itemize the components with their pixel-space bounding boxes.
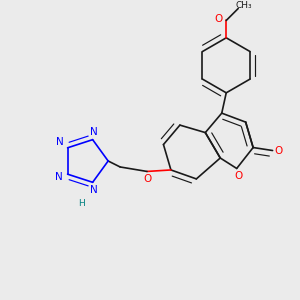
Text: N: N	[56, 137, 64, 147]
Text: O: O	[214, 14, 223, 24]
Text: H: H	[78, 199, 85, 208]
Text: CH₃: CH₃	[236, 1, 253, 10]
Text: O: O	[274, 146, 283, 155]
Text: N: N	[90, 127, 98, 137]
Text: O: O	[234, 171, 242, 181]
Text: N: N	[90, 185, 98, 195]
Text: O: O	[143, 174, 151, 184]
Text: N: N	[55, 172, 62, 182]
